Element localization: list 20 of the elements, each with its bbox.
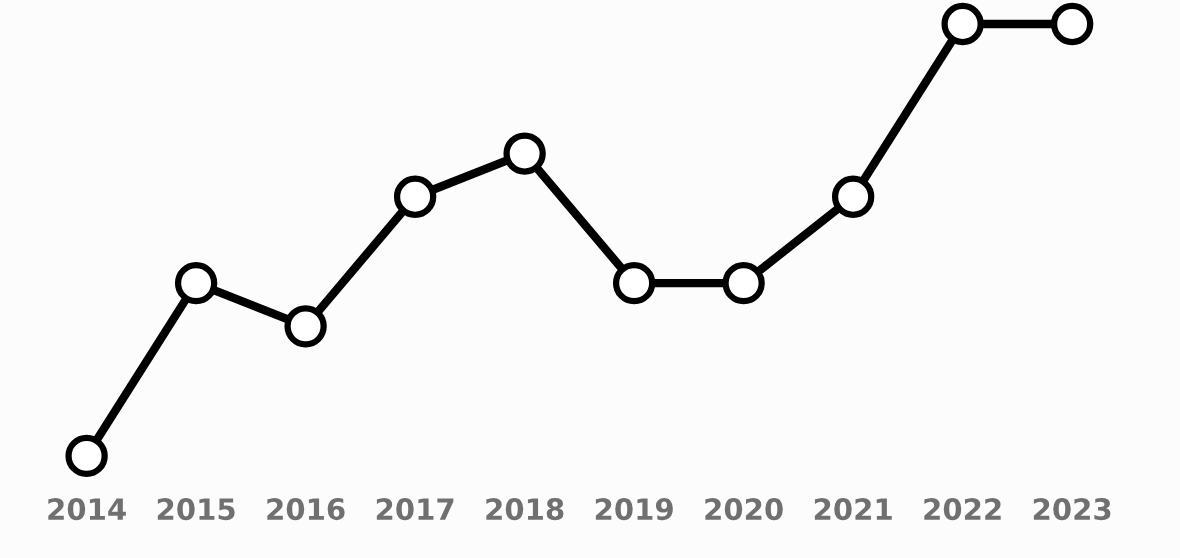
x-tick-label: 2020	[705, 498, 783, 521]
point	[393, 175, 437, 218]
point	[722, 261, 765, 305]
point	[1050, 2, 1094, 46]
point	[174, 261, 218, 305]
x-tick-label: 2018	[486, 498, 564, 521]
x-tick-label: 2016	[267, 498, 345, 521]
point	[831, 175, 875, 218]
point	[612, 261, 656, 305]
point	[503, 132, 546, 175]
point	[65, 434, 108, 478]
x-tick-label: 2017	[376, 498, 454, 521]
x-tick-label: 2022	[924, 498, 1001, 521]
x-tick-label: 2023	[1033, 498, 1111, 521]
x-tick-label: 2015	[157, 498, 235, 521]
x-tick-label: 2019	[595, 498, 673, 521]
x-tick-label: 2014	[48, 498, 126, 521]
point	[941, 2, 984, 46]
x-tick-label: 2021	[814, 498, 892, 521]
point	[284, 305, 327, 348]
